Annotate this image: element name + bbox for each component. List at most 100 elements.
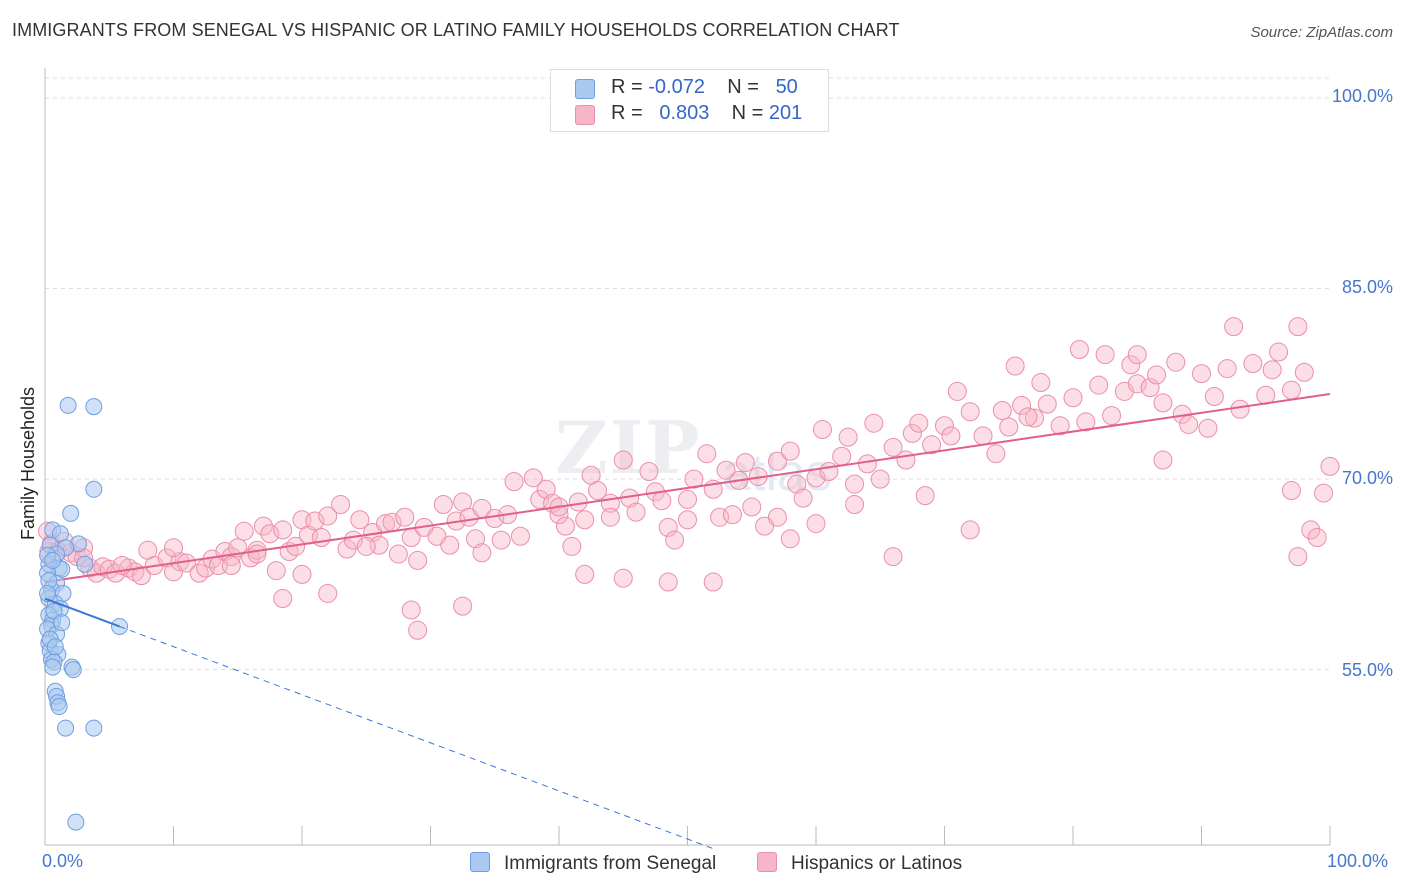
hispanic-point: [549, 505, 569, 525]
hispanic-point: [530, 489, 550, 509]
hispanic-point: [1089, 375, 1109, 395]
senegal-point: [59, 396, 77, 414]
hispanic-point: [1102, 406, 1122, 426]
hispanic-point: [787, 474, 807, 494]
hispanic-point: [793, 488, 813, 508]
bottom-legend-swatch-blue: [470, 852, 490, 872]
hispanic-point: [453, 596, 473, 616]
senegal-point: [50, 698, 68, 716]
hispanic-point: [555, 516, 575, 536]
y-tick-label-70: 70.0%: [1341, 468, 1393, 488]
watermark-zip: ZIP: [555, 405, 702, 490]
hispanic-point: [1024, 408, 1044, 428]
hispanic-point: [318, 506, 338, 526]
hispanic-point: [311, 528, 331, 548]
senegal-point: [76, 555, 94, 573]
hispanic-point: [408, 620, 428, 640]
hispanic-point: [1147, 365, 1167, 385]
hispanic-point: [273, 589, 293, 609]
hispanic-point: [575, 564, 595, 584]
hispanic-point: [408, 550, 428, 570]
bottom-legend-label: Immigrants from Senegal: [504, 853, 717, 874]
legend-swatch-pink: [575, 105, 595, 125]
hispanic-point: [1179, 414, 1199, 434]
hispanic-point: [999, 417, 1019, 437]
hispanic-point: [960, 402, 980, 422]
hispanic-trend-line: [44, 392, 1331, 583]
hispanic-point: [935, 416, 954, 436]
hispanic-point: [1281, 380, 1301, 400]
hispanic-point: [1224, 317, 1244, 337]
hispanic-point: [922, 435, 942, 455]
hispanic-point: [1204, 387, 1224, 407]
hispanic-point: [986, 444, 1006, 464]
hispanic-point: [626, 502, 646, 522]
hispanic-point: [164, 538, 183, 558]
senegal-point: [85, 480, 103, 498]
hispanic-point: [864, 413, 884, 433]
hispanic-point: [1069, 340, 1089, 360]
hispanic-point: [356, 536, 376, 556]
hispanic-point: [658, 517, 678, 537]
hispanic-point: [504, 472, 524, 492]
hispanic-point: [1281, 481, 1301, 501]
hispanic-point: [131, 566, 151, 586]
hispanic-point: [1198, 418, 1218, 438]
hispanic-point: [491, 530, 511, 550]
hispanic-point: [902, 423, 922, 443]
x-tick-label-min: 0.0%: [42, 851, 84, 871]
senegal-point: [62, 504, 80, 522]
chart-source: Source: ZipAtlas.com: [1250, 24, 1393, 41]
hispanic-point: [613, 568, 633, 588]
hispanic-point: [1037, 394, 1057, 414]
legend-n-label: N =: [731, 102, 764, 124]
hispanic-point: [273, 520, 293, 540]
hispanic-point: [896, 450, 916, 470]
hispanic-point: [812, 420, 832, 440]
hispanic-point: [703, 572, 723, 592]
hispanic-point: [189, 563, 209, 583]
bottom-legend-label: Hispanics or Latinos: [791, 853, 963, 874]
hispanic-point: [1288, 547, 1308, 567]
hispanic-point: [780, 441, 800, 461]
watermark-atlas: atlas: [722, 444, 832, 502]
hispanic-point: [562, 536, 582, 556]
hispanic-point: [1031, 373, 1051, 393]
hispanic-point: [221, 555, 241, 575]
hispanic-point: [465, 529, 485, 549]
x-tick-label-max: 100.0%: [1327, 851, 1389, 871]
hispanic-point: [735, 453, 755, 473]
legend-n-value: 201: [768, 102, 803, 124]
hispanic-point: [1127, 374, 1147, 394]
legend-r-value: -0.072: [648, 76, 705, 98]
hispanic-point: [1166, 352, 1186, 372]
hispanic-point: [600, 507, 620, 527]
senegal-point: [39, 584, 57, 602]
hispanic-point: [575, 510, 595, 530]
hispanic-point: [678, 489, 697, 509]
senegal-point: [57, 719, 75, 737]
hispanic-point: [433, 495, 453, 515]
hispanic-point: [883, 547, 903, 567]
hispanic-point: [845, 495, 865, 515]
hispanic-point: [1314, 483, 1334, 503]
hispanic-point: [401, 600, 421, 620]
hispanic-point: [780, 529, 800, 549]
senegal-point: [46, 638, 64, 656]
hispanic-point: [388, 544, 408, 564]
bottom-legend-senegal: Immigrants from Senegal: [470, 852, 716, 875]
hispanic-point: [234, 521, 254, 541]
hispanic-point: [1262, 360, 1282, 380]
y-axis-label: Family Households: [18, 386, 38, 540]
hispanic-point: [1307, 528, 1327, 548]
hispanic-point: [157, 548, 177, 568]
legend-n-label: N =: [727, 76, 759, 98]
senegal-point: [85, 719, 103, 737]
legend-r-label: R =: [611, 76, 643, 98]
hispanic-point: [742, 497, 762, 517]
hispanic-point: [658, 572, 678, 592]
hispanic-point: [568, 492, 588, 512]
hispanic-point: [305, 511, 325, 531]
hispanic-point: [678, 510, 697, 530]
